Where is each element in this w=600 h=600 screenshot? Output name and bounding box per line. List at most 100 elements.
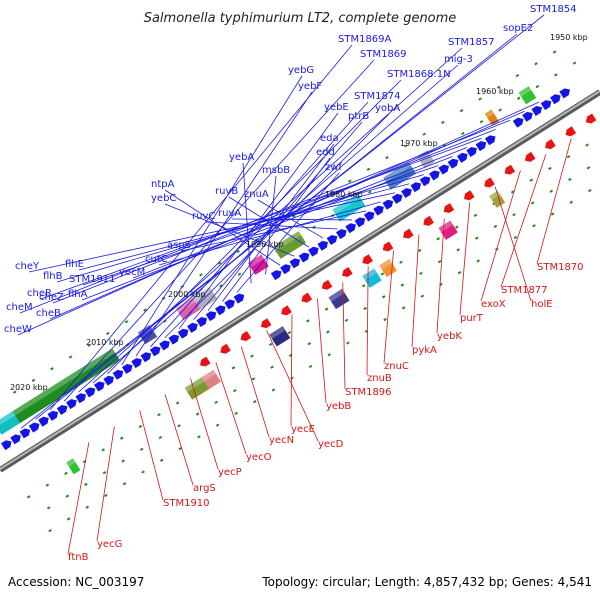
forward-gene-arrow: [215, 305, 226, 316]
scale-tick: [479, 120, 484, 124]
scale-tick: [380, 272, 385, 276]
forward-gene-arrow: [75, 393, 87, 404]
gene-label-yebk: yebK: [437, 331, 462, 342]
scale-tick: [68, 355, 73, 359]
gene-label-sope2: sopE2: [503, 23, 533, 34]
scale-tick: [101, 448, 105, 452]
forward-gene-arrow: [84, 387, 96, 398]
scale-tick: [385, 155, 389, 160]
gene-label-chez: cheZ: [39, 292, 64, 303]
forward-gene-arrow: [354, 217, 366, 228]
reverse-gene-arrow: [463, 190, 475, 201]
reverse-gene-arrow: [443, 203, 455, 214]
scale-tick: [400, 283, 405, 287]
reverse-gene-arrow: [220, 343, 231, 354]
gene-label-yebf: yebF: [298, 81, 322, 92]
gene-label-chew: cheW: [4, 324, 32, 335]
scale-tick: [401, 306, 406, 310]
forward-gene-arrow: [47, 410, 59, 421]
forward-gene-arrow: [382, 199, 394, 210]
leader-line: [56, 174, 424, 283]
gene-label-znuc: znuC: [384, 361, 409, 372]
forward-gene-arrow: [531, 105, 543, 116]
leader-line: [236, 172, 340, 293]
scale-tick: [348, 179, 352, 183]
forward-gene-arrow: [10, 434, 21, 445]
scale-tick: [45, 483, 50, 487]
leader-line: [411, 234, 420, 348]
leader-line: [180, 210, 367, 252]
gene-block-navy: [269, 326, 291, 347]
forward-gene-arrow: [522, 111, 533, 122]
scale-tick: [417, 248, 422, 253]
gene-label-ruvc: ruvC: [192, 211, 215, 222]
reverse-gene-arrow: [545, 139, 556, 150]
gene-label-hole: holE: [531, 299, 553, 310]
reverse-gene-arrow: [362, 254, 374, 265]
gene-label-msbb: msbB: [262, 165, 290, 176]
forward-gene-arrow: [308, 246, 319, 257]
scale-tick: [66, 517, 71, 521]
leader-line: [139, 410, 164, 501]
leader-line: [215, 362, 247, 455]
scale-tick: [437, 259, 442, 264]
forward-gene-arrow: [438, 164, 449, 175]
gene-label-ptrb: ptrB: [348, 111, 369, 122]
scale-tick: [290, 376, 294, 380]
forward-gene-arrow: [289, 258, 301, 269]
forward-gene-arrow: [401, 188, 412, 199]
gene-label-ntpa: ntpA: [151, 179, 175, 190]
leader-line: [242, 162, 252, 284]
leader-line: [193, 121, 363, 320]
map-title: Salmonella typhimurium LT2, complete gen…: [144, 11, 457, 26]
forward-gene-arrow: [391, 193, 403, 204]
gene-label-znub: znuB: [367, 373, 392, 384]
forward-gene-arrow: [280, 264, 291, 275]
gene-label-purt: purT: [460, 313, 484, 324]
gene-block-orange: [379, 258, 397, 278]
forward-gene-arrow: [38, 416, 49, 427]
forward-gene-arrow: [168, 334, 180, 345]
scale-tick: [361, 284, 366, 288]
scale-tick: [268, 342, 273, 347]
scale-tick: [554, 73, 558, 77]
leader-line: [52, 128, 496, 304]
gene-label-chem: cheM: [6, 302, 33, 313]
scale-tick: [139, 447, 144, 451]
forward-gene-arrow: [336, 229, 347, 240]
gene-label-flhe: flhE: [65, 259, 84, 270]
leader-line: [164, 394, 194, 486]
scale-tick: [31, 378, 36, 383]
scale-tick: [403, 144, 408, 148]
scale-tick: [515, 73, 520, 78]
gene-block-cyan: [0, 411, 21, 435]
scale-tick: [102, 471, 107, 475]
scale-tick: [119, 436, 124, 440]
leader-line: [494, 186, 532, 302]
reverse-gene-arrow: [301, 292, 313, 303]
scale-tick: [46, 506, 51, 510]
scale-tick: [234, 411, 238, 416]
scale-tick: [219, 284, 223, 288]
scale-tick: [548, 166, 552, 171]
leader-line: [164, 189, 281, 266]
scale-tick: [236, 249, 240, 254]
scale-tick: [586, 166, 591, 170]
scale-tick: [456, 248, 460, 252]
forward-gene-arrow: [559, 88, 570, 99]
forward-gene-arrow: [540, 100, 552, 111]
leader-line: [316, 298, 327, 404]
scale-tick: [287, 330, 292, 335]
scale-tick: [214, 400, 219, 404]
gene-label-args: argS: [193, 483, 216, 494]
scale-tick: [217, 261, 222, 265]
leader-line: [132, 147, 468, 279]
gene-features: [0, 86, 597, 475]
forward-gene-arrow: [205, 311, 217, 322]
scale-tick: [534, 62, 538, 66]
gene-label-yeco: yecO: [246, 452, 272, 463]
forward-gene-arrow: [28, 422, 40, 433]
forward-gene-arrow: [149, 346, 161, 357]
reverse-gene-arrow: [403, 228, 414, 239]
forward-gene-arrow: [0, 440, 12, 451]
